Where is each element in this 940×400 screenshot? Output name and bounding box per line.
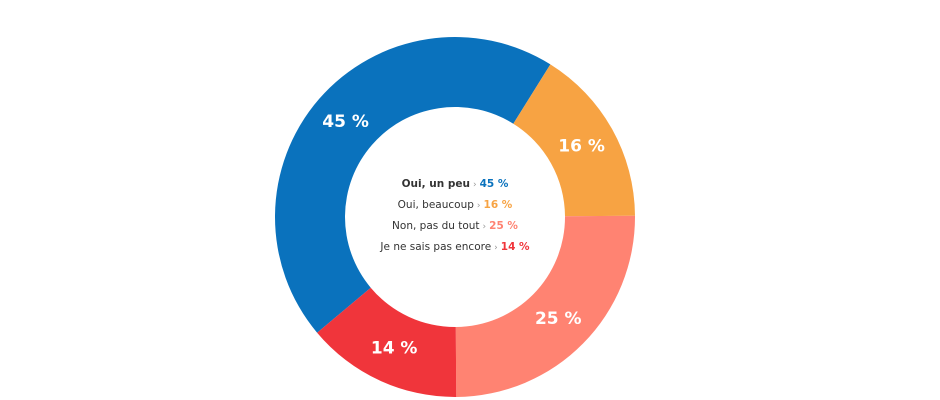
donut-slice-0 [275,36,551,333]
slice-value-label-1: 16 % [558,136,605,156]
legend-item-value: 14 % [500,241,530,253]
donut-slice-1 [513,64,635,217]
legend-item-value: 16 % [483,199,513,211]
legend-item-0: Oui, un peu › 45 % [335,174,575,195]
chevron-right-icon: › [482,222,487,232]
chevron-right-icon: › [472,180,477,190]
donut-slice-2 [455,215,635,397]
legend-item-2: Non, pas du tout › 25 % [335,216,575,237]
legend-item-1: Oui, beaucoup › 16 % [335,195,575,216]
legend-item-name: Non, pas du tout [392,220,480,232]
chevron-right-icon: › [476,201,481,211]
slice-value-label-0: 45 % [322,112,369,132]
chart-legend: Oui, un peu › 45 % Oui, beaucoup › 16 % Non, p… [335,174,575,258]
slice-value-label-3: 14 % [371,339,418,359]
legend-item-3: Je ne sais pas encore › 14 % [335,237,575,258]
legend-item-value: 25 % [489,220,518,232]
chevron-right-icon: › [494,243,498,253]
legend-item-value: 45 % [479,178,509,190]
legend-item-name: Je ne sais pas encore [380,241,492,253]
legend-item-name: Oui, beaucoup [397,199,474,211]
slice-value-label-2: 25 % [535,309,582,329]
donut-slice-3 [317,287,457,397]
legend-item-name: Oui, un peu [401,178,470,190]
